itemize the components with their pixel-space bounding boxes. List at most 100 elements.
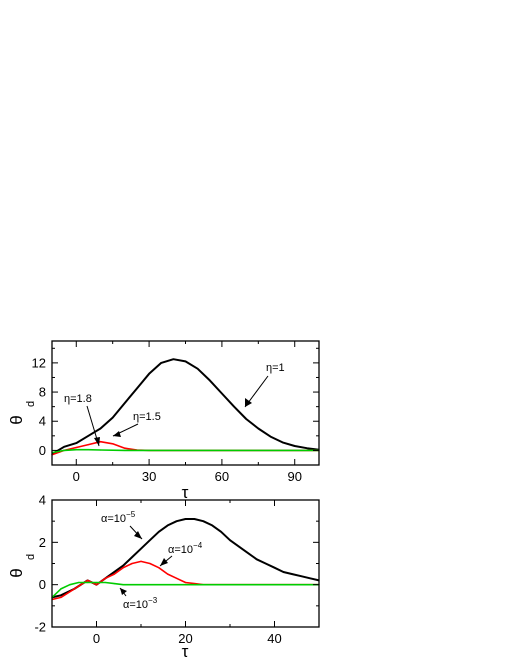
top-series-0-point xyxy=(87,435,89,437)
top-series-0-point xyxy=(221,392,223,395)
top-series-0-point xyxy=(269,436,272,438)
bottom-series-1-point xyxy=(167,573,169,575)
bottom-series-2-point xyxy=(78,581,80,584)
top-series-0-point xyxy=(124,402,126,404)
top-arrowhead-eta-1-8 xyxy=(94,437,100,446)
bottom-series-2-point xyxy=(131,584,133,586)
top-series-2-point xyxy=(99,449,102,451)
top-x-tick-label: 60 xyxy=(215,469,229,484)
top-x-tick-label: 0 xyxy=(73,469,80,484)
bottom-arrowhead-alpha-1e-3 xyxy=(120,588,127,595)
bottom-series-0-point xyxy=(309,577,311,579)
top-series-1-point xyxy=(99,441,102,443)
bottom-y-axis-symbol: θ xyxy=(7,568,26,577)
bottom-series-0-point xyxy=(131,556,133,558)
bottom-series-0-point xyxy=(176,520,178,522)
bottom-annotation-alpha-1e-3-exponent: −3 xyxy=(148,596,158,605)
bottom-y-axis-label: θ d xyxy=(7,554,37,578)
top-series-0-point xyxy=(197,368,199,370)
bottom-series-0-point xyxy=(282,571,284,573)
bottom-series-2-point xyxy=(87,581,89,584)
top-y-axis-subscript: d xyxy=(25,401,37,407)
top-series-0-point xyxy=(99,427,102,430)
bottom-series-1-point xyxy=(104,577,106,579)
bottom-series-0-point xyxy=(247,552,249,554)
bottom-annotation-alpha-1e-4: α=10−4 xyxy=(168,541,203,556)
top-series-0-point xyxy=(245,418,247,420)
bottom-series-1-point xyxy=(113,573,115,575)
top-x-axis-label: τ xyxy=(182,483,189,502)
bottom-x-axis-label: τ xyxy=(182,642,189,660)
bottom-series-0-point xyxy=(149,539,151,541)
bottom-series-1-point xyxy=(158,567,160,569)
top-annotation-eta-1-5: η=1.5 xyxy=(133,411,161,423)
top-x-tick-label: 30 xyxy=(142,469,156,484)
top-series-line-1 xyxy=(51,440,319,456)
top-x-tick-label: 90 xyxy=(287,469,301,484)
top-plot-frame xyxy=(51,340,320,466)
top-y-axis-label: θ d xyxy=(7,401,37,425)
top-panel: 0 30 60 90 0 4 8 12 τ θ d η=1 η=1.5 η=1.8 xyxy=(7,340,320,502)
top-series-0-point xyxy=(160,362,162,364)
top-y-tick-label: 12 xyxy=(32,355,46,370)
bottom-series-0-point xyxy=(60,594,62,596)
bottom-x-tick-label: 40 xyxy=(267,631,281,646)
top-series-2-point xyxy=(124,449,126,451)
bottom-annotation-alpha-1e-5-base: α=10 xyxy=(101,513,126,525)
bottom-series-2-point xyxy=(60,588,62,590)
bottom-series-2-point xyxy=(95,581,98,584)
bottom-series-0-point xyxy=(273,567,276,569)
bottom-series-0-point xyxy=(193,518,195,520)
top-series-0-point xyxy=(148,373,150,375)
bottom-series-0-point xyxy=(229,539,231,541)
top-series-0-point xyxy=(75,442,77,444)
bottom-series-0-point xyxy=(265,562,267,565)
bottom-annotation-alpha-1e-4-base: α=10 xyxy=(168,544,193,556)
bottom-series-0-point xyxy=(167,524,169,527)
bottom-series-1-point xyxy=(184,581,187,584)
bottom-arrowhead-alpha-1e-5 xyxy=(134,531,142,539)
bottom-series-1-point xyxy=(176,577,178,579)
top-y-ticks: 0 4 8 12 xyxy=(32,347,319,466)
bottom-series-2-point xyxy=(122,584,124,586)
bottom-arrowhead-alpha-1e-4 xyxy=(160,558,168,566)
top-series-1-point xyxy=(112,443,114,445)
bottom-series-line-2 xyxy=(51,581,319,598)
bottom-series-1-point xyxy=(60,596,62,599)
bottom-series-1-point xyxy=(95,584,98,586)
bottom-series-2-point xyxy=(113,583,115,585)
bottom-annotation-alpha-1e-4-exponent: −4 xyxy=(193,541,203,550)
bottom-series-2-point xyxy=(69,584,71,586)
bottom-series-2-point xyxy=(104,581,106,584)
bottom-y-tick-label: 4 xyxy=(39,493,46,508)
bottom-series-0-point xyxy=(291,573,293,575)
bottom-series-1-point xyxy=(149,562,151,565)
top-y-tick-label: 8 xyxy=(39,385,46,400)
bottom-series-1-point xyxy=(131,562,133,565)
bottom-y-tick-label: 2 xyxy=(39,535,46,550)
top-series-2-point xyxy=(75,449,77,451)
top-annotation-eta-1: η=1 xyxy=(266,362,285,374)
top-series-1-point xyxy=(75,446,77,449)
top-annotation-eta-1-8: η=1.8 xyxy=(64,393,92,405)
bottom-series-0-point xyxy=(122,565,124,567)
top-series-0-point xyxy=(306,447,308,449)
top-series-0-point xyxy=(63,446,65,448)
top-series-0-point xyxy=(172,358,174,360)
bottom-annotation-alpha-1e-5: α=10−5 xyxy=(101,510,136,525)
bottom-series-2-point xyxy=(140,584,142,586)
bottom-annotation-alpha-1e-5-exponent: −5 xyxy=(126,510,136,519)
bottom-series-line-0 xyxy=(51,518,320,599)
bottom-series-line-1 xyxy=(51,560,319,601)
bottom-series-1-point xyxy=(87,579,89,582)
bottom-x-tick-label: 0 xyxy=(93,631,100,646)
bottom-y-tick-label: -2 xyxy=(34,620,46,635)
bottom-series-1-point xyxy=(73,588,75,590)
top-series-1-point xyxy=(87,444,89,446)
top-arrowhead-eta-1-5 xyxy=(113,431,121,437)
top-series-0-point xyxy=(209,379,211,381)
bottom-series-0-point xyxy=(113,571,115,573)
top-series-0-point xyxy=(257,427,259,430)
bottom-series-1-point xyxy=(122,567,124,569)
